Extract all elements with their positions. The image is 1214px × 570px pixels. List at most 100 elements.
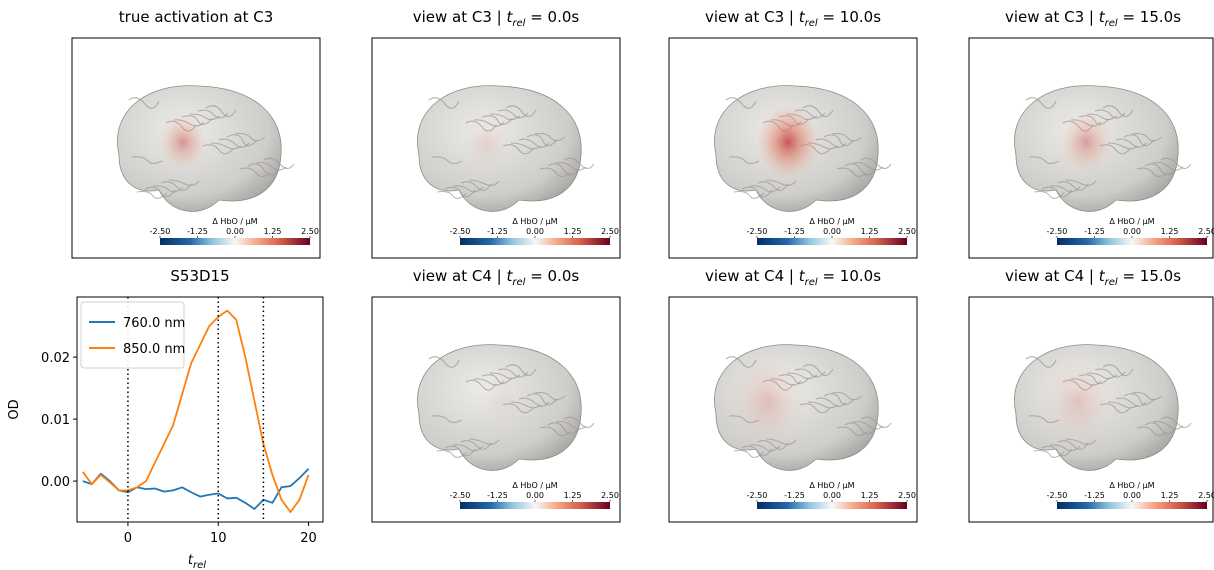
title-text: view at C4 |	[413, 267, 507, 285]
brain-sulcus	[1136, 167, 1168, 178]
brain-sulcus	[844, 163, 876, 176]
colorbar-tick-label: 2.50	[898, 227, 916, 236]
brain-sulcus	[823, 134, 855, 147]
colorbar-tick-label: 0.00	[226, 227, 244, 236]
brain-sulcus	[460, 181, 492, 191]
brain-sulcus	[539, 426, 571, 437]
brain-sulcus	[444, 445, 476, 457]
brain-sulcus	[263, 157, 295, 170]
brain-sulcus	[815, 397, 847, 407]
brain-sulcus	[749, 444, 781, 452]
brain-sulcus	[218, 138, 250, 148]
title-text: = 10.0s	[818, 8, 882, 26]
colorbar-tick-label: 1.25	[264, 227, 282, 236]
title-sub: rel	[512, 277, 525, 288]
brain-sulcus	[1065, 438, 1097, 446]
title-text: view at C3 |	[705, 8, 799, 26]
colorbar-tick-label: -2.50	[1047, 227, 1068, 236]
brain-sulcus	[1160, 157, 1192, 170]
brain-view: Δ HbO / µM -2.50 -1.25 0.00 1.25 2.50	[968, 37, 1214, 259]
panel-frame	[371, 296, 621, 523]
colorbar-tick-label: 1.25	[1161, 227, 1179, 236]
brain-sulcus	[741, 445, 773, 457]
brain-sulcus	[489, 372, 521, 380]
title-sub: rel	[1105, 18, 1118, 29]
x-tick-label: 20	[300, 531, 317, 546]
brain-sulcus	[436, 190, 468, 199]
brain-sulcus	[1160, 416, 1192, 429]
colorbar-tick-label: -1.25	[784, 227, 805, 236]
colorbar-tick-label: 2.50	[1198, 227, 1214, 236]
x-axis-label: trel	[188, 553, 206, 570]
title-sub: rel	[512, 18, 525, 29]
colorbar-tick-label: 0.00	[1123, 491, 1141, 500]
title-var: t	[1099, 8, 1106, 26]
brain-sulcus	[728, 156, 760, 165]
title-var: t	[1099, 267, 1106, 285]
panel-title: view at C3 | trel = 10.0s	[705, 8, 881, 29]
brain-sulcus	[765, 179, 797, 187]
colorbar-tick-label: 0.00	[1123, 227, 1141, 236]
activation-overlay	[480, 377, 522, 425]
brain-sulcus	[799, 403, 831, 414]
brain-sulcus	[749, 185, 781, 193]
colorbar	[460, 238, 610, 245]
brain-sulcus	[436, 449, 468, 458]
brain-sulcus	[733, 449, 765, 458]
title-text: = 15.0s	[1118, 267, 1182, 285]
brain-sulcus	[152, 185, 184, 193]
brain-sulcus	[1136, 426, 1168, 437]
brain-sulcus	[1107, 401, 1139, 409]
activation-overlay	[159, 115, 207, 169]
brain-sulcus	[802, 105, 834, 118]
colorbar-tick-label: 1.25	[564, 227, 582, 236]
colorbar-tick-label: -2.50	[1047, 491, 1068, 500]
brain-sulcus	[1041, 186, 1073, 198]
colorbar	[757, 238, 907, 245]
brain-sulcus	[831, 391, 863, 401]
colorbar-tick-label: -2.50	[450, 491, 471, 500]
brain-sulcus	[452, 185, 484, 193]
panel-title: view at C4 | trel = 10.0s	[705, 267, 881, 288]
panel-frame	[668, 37, 918, 259]
colorbar-tick-label: 1.25	[564, 491, 582, 500]
brain-sulcus	[757, 181, 789, 191]
title-text: view at C4 |	[705, 267, 799, 285]
brain-view: Δ HbO / µM -2.50 -1.25 0.00 1.25 2.50	[668, 37, 918, 259]
brain-sulcus	[555, 420, 587, 430]
colorbar-label: Δ HbO / µM	[1109, 217, 1154, 226]
brain-sulcus	[428, 356, 460, 368]
brain-sulcus	[1033, 190, 1065, 199]
brain-sulcus	[431, 415, 463, 424]
colorbar-label: Δ HbO / µM	[512, 481, 557, 490]
brain-sulcus	[239, 167, 271, 178]
brain-sulcus	[131, 156, 163, 165]
x-label-sub: rel	[193, 560, 206, 570]
colorbar-tick-label: 0.00	[526, 491, 544, 500]
brain-sulcus	[1025, 97, 1057, 109]
brain-sulcus	[226, 134, 258, 147]
y-tick-label: 0.00	[41, 475, 70, 490]
colorbar-tick-label: 1.25	[861, 227, 879, 236]
brain-sulcus	[526, 134, 558, 147]
brain-sulcus	[234, 132, 266, 142]
brain-view: Δ HbO / µM -2.50 -1.25 0.00 1.25 2.50	[71, 37, 321, 259]
y-axis-label: OD	[7, 399, 22, 419]
brain-sulcus	[1115, 397, 1147, 407]
brain-sulcus	[852, 161, 884, 171]
brain-sulcus	[505, 364, 537, 377]
colorbar-tick-label: 1.25	[861, 491, 879, 500]
brain-sulcus	[144, 186, 176, 198]
x-tick-label: 10	[210, 531, 227, 546]
colorbar-label: Δ HbO / µM	[809, 217, 854, 226]
colorbar-tick-label: -2.50	[450, 227, 471, 236]
brain-sulcus	[197, 109, 229, 119]
brain-sulcus	[526, 393, 558, 406]
colorbar	[460, 502, 610, 509]
brain-sulcus	[431, 156, 463, 165]
panel-title: true activation at C3	[119, 8, 273, 26]
colorbar	[1057, 502, 1207, 509]
x-label-var: t	[188, 553, 194, 568]
brain-sulcus	[831, 132, 863, 142]
